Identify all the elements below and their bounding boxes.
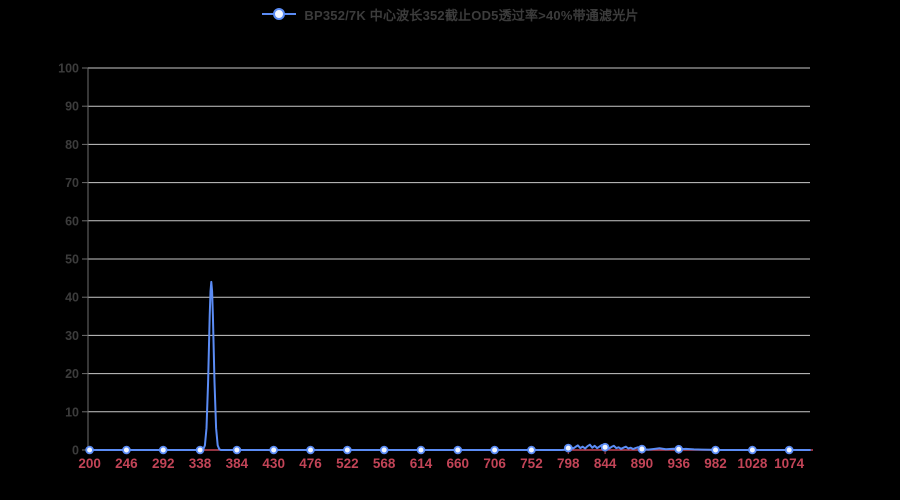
data-point-marker	[269, 445, 279, 455]
data-point-marker	[232, 445, 242, 455]
x-axis-label: 292	[152, 456, 175, 471]
y-axis-label: 70	[65, 176, 79, 190]
x-axis-label: 384	[226, 456, 249, 471]
data-point-marker	[563, 443, 573, 453]
data-point-marker	[711, 445, 720, 455]
y-axis-label: 0	[72, 444, 79, 458]
data-point-marker	[416, 445, 426, 455]
x-axis-label: 338	[189, 456, 212, 471]
data-point-marker	[600, 442, 610, 452]
x-axis-label: 246	[115, 456, 138, 471]
data-point-marker	[674, 444, 684, 454]
data-point-marker	[379, 445, 389, 455]
data-point-marker	[527, 445, 536, 455]
x-axis-label: 844	[594, 456, 617, 471]
y-axis-label: 20	[65, 367, 79, 381]
legend[interactable]: BP352/7K 中心波长352截止OD5透过率>40%带通滤光片	[0, 4, 900, 24]
x-axis-label: 752	[520, 456, 543, 471]
x-axis-label: 936	[667, 456, 690, 471]
x-axis-label: 660	[447, 456, 470, 471]
x-axis-label: 430	[262, 456, 285, 471]
y-axis-label: 100	[58, 62, 79, 76]
data-point-marker	[784, 445, 794, 455]
legend-series-marker-icon	[262, 8, 297, 20]
x-axis-label: 614	[410, 456, 433, 471]
data-point-marker	[195, 445, 205, 455]
data-point-marker	[453, 445, 463, 455]
x-axis-label: 982	[704, 456, 727, 471]
y-axis-label: 10	[65, 405, 79, 419]
x-axis-label: 476	[299, 456, 322, 471]
y-axis-label: 50	[65, 253, 79, 267]
data-point-marker	[343, 445, 352, 455]
x-axis-label: 522	[336, 456, 359, 471]
data-point-marker	[85, 445, 94, 455]
y-axis-label: 40	[65, 291, 79, 305]
legend-circle-glyph	[273, 8, 286, 20]
data-point-marker	[490, 445, 499, 455]
legend-label: BP352/7K 中心波长352截止OD5透过率>40%带通滤光片	[304, 7, 639, 23]
x-axis-label: 1074	[774, 456, 805, 471]
y-axis-label: 90	[65, 100, 79, 114]
data-point-marker	[158, 445, 168, 455]
data-point-marker	[748, 445, 757, 455]
x-axis-label: 568	[373, 456, 396, 471]
data-point-marker	[637, 444, 647, 454]
y-axis-label: 80	[65, 138, 79, 152]
x-axis-label: 1028	[737, 456, 768, 471]
data-point-marker	[306, 445, 315, 455]
y-axis-label: 60	[65, 214, 79, 228]
data-point-marker	[122, 445, 131, 455]
x-axis-label: 798	[557, 456, 580, 471]
x-axis-label: 890	[631, 456, 654, 471]
x-axis-label: 200	[78, 456, 101, 471]
x-axis-label: 706	[483, 456, 506, 471]
y-axis-label: 30	[65, 329, 79, 343]
transmission-series-line	[88, 280, 811, 451]
